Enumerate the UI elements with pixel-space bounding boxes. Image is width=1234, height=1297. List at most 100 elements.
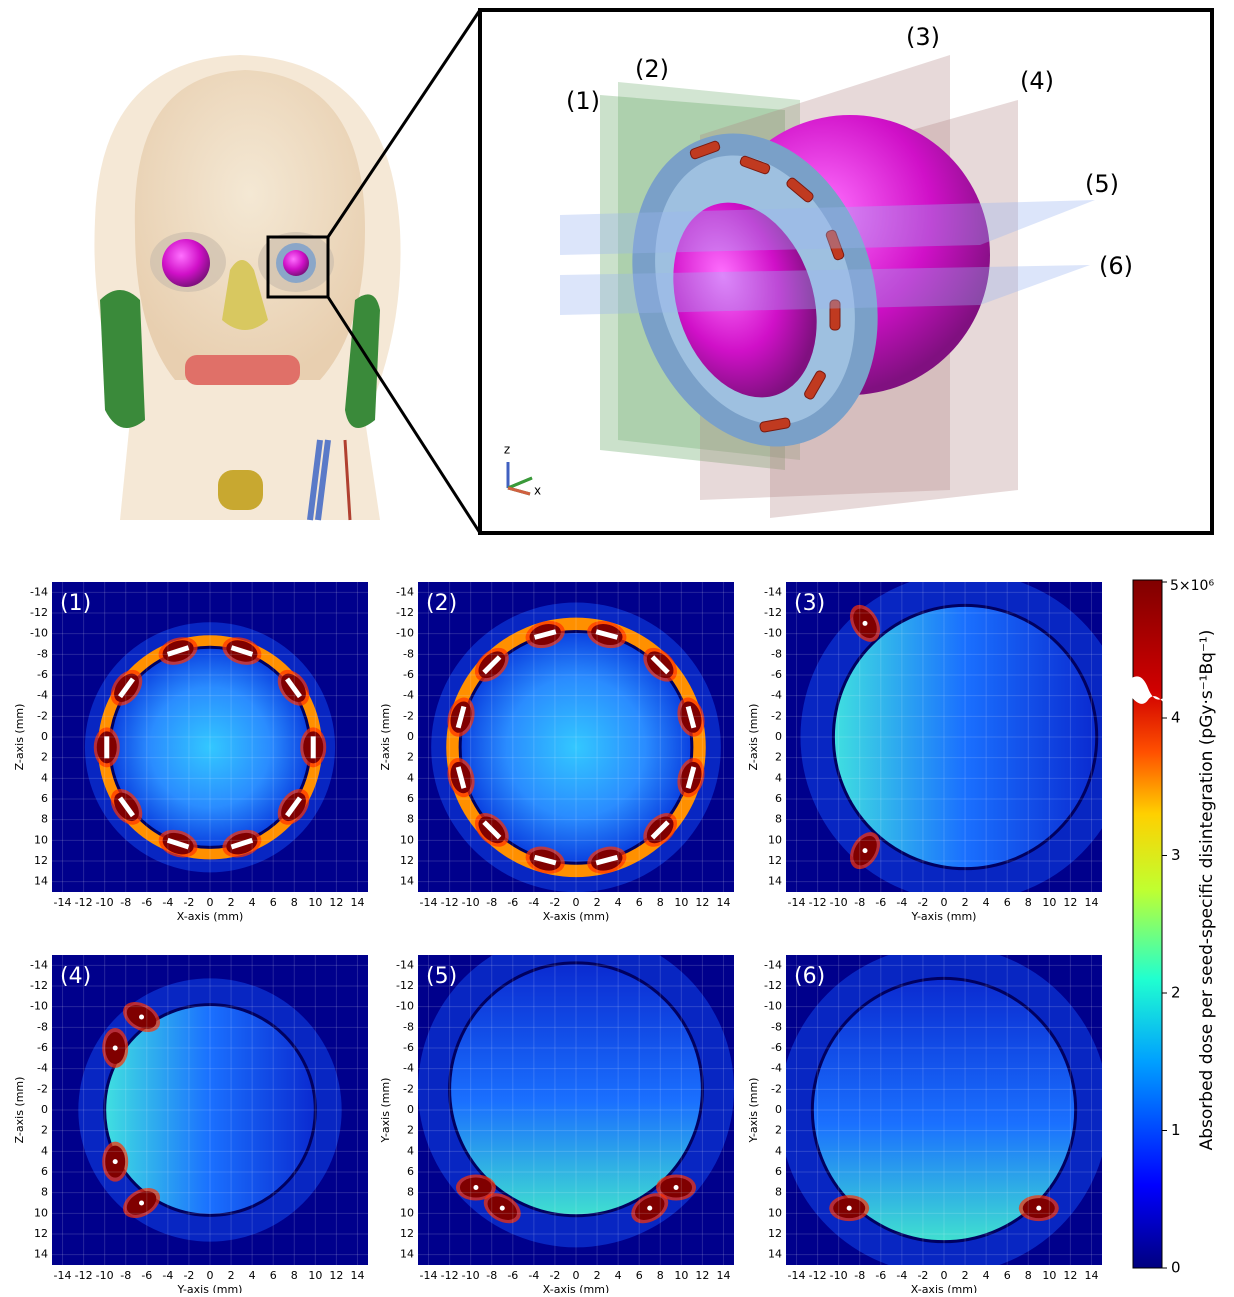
seed-core [473,1185,478,1190]
y-axis-label: Z-axis (mm) [379,704,392,771]
x-axis-label: X-axis (mm) [911,1283,978,1293]
y-tick-label: 14 [400,1248,414,1261]
y-tick-label: -4 [771,689,782,702]
x-tick-label: 8 [1025,896,1032,909]
y-tick-label: -14 [764,585,782,598]
x-tick-label: 14 [350,896,364,909]
x-tick-label: -6 [141,896,152,909]
x-tick-label: -12 [75,896,93,909]
y-tick-label: -6 [771,668,782,681]
x-tick-label: -14 [54,1269,72,1282]
y-tick-label: -4 [37,1062,48,1075]
x-tick-label: 6 [1004,896,1011,909]
x-tick-label: -8 [854,1269,865,1282]
dose-map: -14-14-12-12-10-10-8-8-6-6-4-4-2-2002244… [379,582,734,923]
x-tick-label: 8 [291,896,298,909]
y-tick-label: 0 [407,730,414,743]
x-tick-label: 14 [350,1269,364,1282]
x-tick-label: -12 [809,1269,827,1282]
y-tick-label: -12 [396,979,414,992]
y-tick-label: 6 [407,1165,414,1178]
y-tick-label: 8 [41,1186,48,1199]
y-tick-label: 0 [775,730,782,743]
x-tick-label: -10 [462,896,480,909]
x-axis-label: X-axis (mm) [543,910,610,923]
panel-label: (4) [60,964,91,989]
y-tick-label: -4 [403,1062,414,1075]
x-tick-label: -2 [549,896,560,909]
colorbar-max-label: 5×10⁶ [1170,578,1214,594]
plane-label: (3) [906,23,940,51]
y-tick-label: -12 [764,979,782,992]
x-tick-label: -2 [549,1269,560,1282]
x-tick-label: 2 [228,1269,235,1282]
y-tick-label: 10 [768,1206,782,1219]
x-tick-label: -8 [486,896,497,909]
y-tick-label: 2 [775,1124,782,1137]
x-tick-label: 0 [573,1269,580,1282]
x-tick-label: -14 [54,896,72,909]
x-tick-label: 8 [291,1269,298,1282]
y-tick-label: 12 [768,854,782,867]
colorbar-tick-label: 4 [1171,709,1181,727]
y-tick-label: -8 [37,647,48,660]
y-tick-label: -10 [396,627,414,640]
x-tick-label: 4 [615,896,622,909]
seed-core [847,1206,852,1211]
x-tick-label: 14 [716,1269,730,1282]
plane-label: (2) [635,55,669,83]
y-tick-label: -2 [771,709,782,722]
seed-core [647,1206,652,1211]
y-tick-label: 14 [768,875,782,888]
y-tick-label: -14 [396,958,414,971]
y-tick-label: 0 [775,1103,782,1116]
y-tick-label: 2 [41,1124,48,1137]
x-tick-label: 2 [228,896,235,909]
map-body [418,931,734,1265]
x-tick-label: 12 [329,896,343,909]
y-tick-label: 12 [34,1227,48,1240]
x-tick-label: -10 [462,1269,480,1282]
x-tick-label: -8 [486,1269,497,1282]
y-tick-label: 4 [775,771,782,784]
y-tick-label: -2 [37,1082,48,1095]
y-tick-label: 2 [41,751,48,764]
dose-map: -14-14-12-12-10-10-8-8-6-6-4-4-2-2002244… [13,955,368,1293]
x-tick-label: 0 [207,1269,214,1282]
y-tick-label: 4 [407,1144,414,1157]
y-tick-label: 12 [768,1227,782,1240]
map-body [418,582,734,892]
y-tick-label: -12 [396,606,414,619]
y-tick-label: -8 [403,1020,414,1033]
x-tick-label: 0 [941,896,948,909]
seed-core [139,1015,144,1020]
x-tick-label: -6 [875,896,886,909]
dose-map: -14-14-12-12-10-10-8-8-6-6-4-4-2-2002244… [379,931,734,1293]
map-body [779,945,1108,1274]
y-tick-label: 4 [41,771,48,784]
x-tick-label: 6 [270,1269,277,1282]
y-tick-label: -12 [764,606,782,619]
y-tick-label: -4 [771,1062,782,1075]
panel-label: (5) [426,964,457,989]
y-axis-label: Z-axis (mm) [747,704,760,771]
map-body [52,955,368,1265]
y-tick-label: -6 [771,1041,782,1054]
y-tick-label: 8 [775,1186,782,1199]
x-tick-label: 6 [636,1269,643,1282]
y-tick-label: -14 [30,585,48,598]
x-axis-label: X-axis (mm) [177,910,244,923]
dose-map: -14-14-12-12-10-10-8-8-6-6-4-4-2-2002244… [13,582,368,923]
y-tick-label: 12 [400,854,414,867]
y-tick-label: 4 [41,1144,48,1157]
y-tick-label: 14 [34,1248,48,1261]
y-tick-label: 6 [775,792,782,805]
y-tick-label: 8 [41,813,48,826]
x-tick-label: -6 [875,1269,886,1282]
y-tick-label: -2 [37,709,48,722]
panel-label: (3) [794,591,825,616]
x-tick-label: 6 [1004,1269,1011,1282]
x-tick-label: 4 [249,896,256,909]
y-tick-label: 6 [775,1165,782,1178]
x-tick-label: -4 [528,896,539,909]
